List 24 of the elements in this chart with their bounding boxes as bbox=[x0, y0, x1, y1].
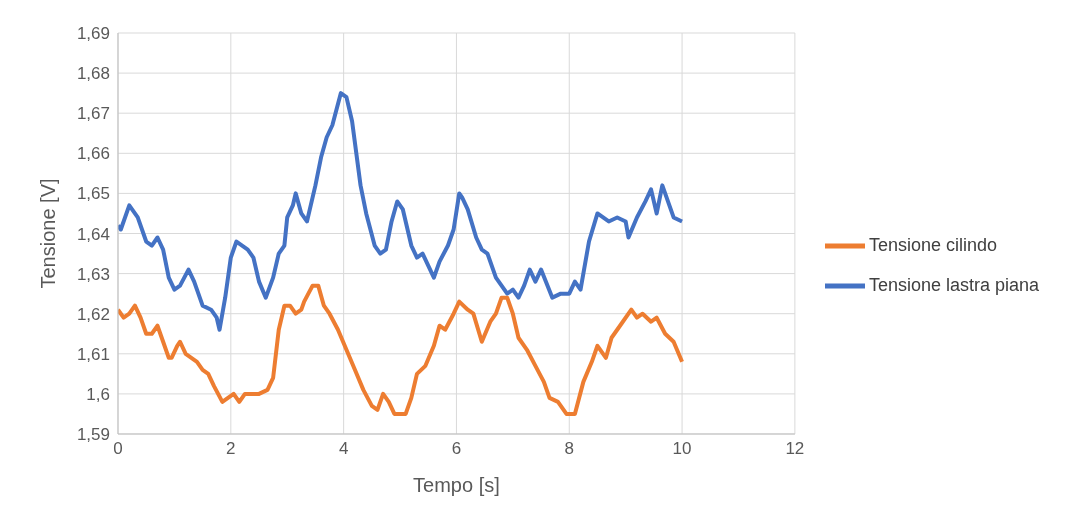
line-series bbox=[118, 91, 685, 332]
y-tick-label: 1,6 bbox=[86, 384, 110, 404]
x-tick-label: 4 bbox=[338, 439, 349, 459]
x-axis-title: Tempo [s] bbox=[413, 474, 500, 496]
x-tick-label: 8 bbox=[564, 439, 574, 459]
y-tick-label: 1,64 bbox=[76, 224, 110, 244]
y-tick-label: 1,66 bbox=[76, 144, 110, 164]
legend-label: Tensione cilindo bbox=[868, 234, 997, 255]
y-tick-label: 1,69 bbox=[76, 24, 110, 44]
x-tick-label: 12 bbox=[785, 439, 805, 459]
y-tick-label: 1,63 bbox=[76, 264, 110, 284]
y-tick-label: 1,61 bbox=[76, 344, 110, 364]
y-tick-label: 1,65 bbox=[76, 184, 110, 204]
y-tick-label: 1,59 bbox=[76, 425, 110, 445]
legend-label: Tensione lastra piana bbox=[868, 274, 1039, 295]
line-series bbox=[118, 283, 685, 416]
y-axis-title: Tensione [V] bbox=[37, 178, 60, 289]
x-tick-label: 6 bbox=[451, 439, 462, 459]
x-tick-label: 10 bbox=[672, 439, 692, 459]
x-tick-label: 2 bbox=[226, 439, 236, 459]
x-tick-label: 0 bbox=[113, 439, 123, 459]
y-tick-label: 1,62 bbox=[76, 304, 110, 324]
y-tick-label: 1,68 bbox=[76, 64, 110, 84]
y-tick-label: 1,67 bbox=[76, 104, 110, 124]
